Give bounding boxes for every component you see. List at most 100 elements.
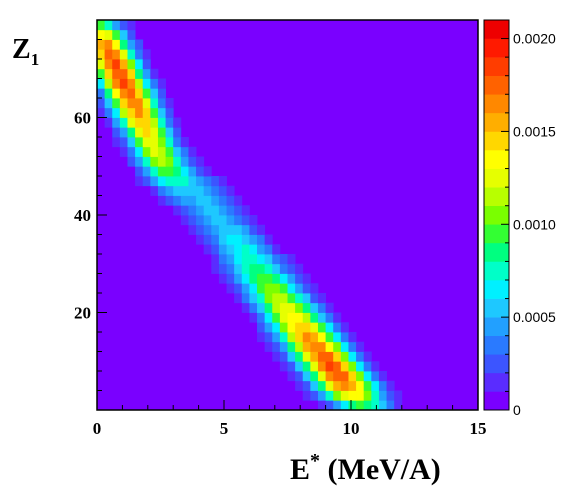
heatmap-cell — [333, 341, 342, 352]
colorbar-tick-label: 0.0010 — [513, 216, 556, 232]
heatmap-cell — [279, 322, 288, 333]
heatmap-cell — [203, 176, 212, 187]
heatmap-cell — [226, 234, 235, 245]
heatmap-cell — [97, 29, 106, 40]
heatmap-cell — [211, 195, 220, 206]
heatmap-cell — [264, 302, 273, 313]
y-tick-label: 40 — [74, 206, 91, 225]
heatmap-cell — [218, 185, 227, 196]
heatmap-cell — [180, 156, 189, 167]
x-axis-title: E* (MeV/A) — [290, 450, 441, 486]
heatmap-cell — [348, 332, 357, 343]
heatmap-cell — [356, 371, 365, 382]
heatmap-cell — [127, 117, 136, 128]
heatmap-cell — [150, 127, 159, 138]
colorbar-segment — [484, 224, 509, 244]
heatmap-cell — [211, 254, 220, 265]
heatmap-cell — [363, 361, 372, 372]
heatmap-cell — [317, 332, 326, 343]
heatmap-cell — [112, 20, 121, 31]
heatmap-cell — [325, 332, 334, 343]
heatmap-cell — [196, 176, 205, 187]
heatmap-cell — [333, 380, 342, 391]
heatmap-cell — [97, 20, 106, 31]
heatmap-cell — [157, 146, 166, 157]
heatmap-cell — [119, 29, 128, 40]
heatmap-cell — [135, 49, 144, 60]
heatmap-cell — [188, 224, 197, 235]
heatmap-cell — [279, 351, 288, 362]
heatmap-cell — [135, 88, 144, 99]
heatmap-cell — [249, 263, 258, 274]
heatmap-cell — [317, 351, 326, 362]
heatmap-cell — [165, 117, 174, 128]
heatmap-cell — [325, 312, 334, 323]
heatmap-cell — [287, 302, 296, 313]
heatmap-cell — [257, 273, 266, 284]
heatmap-cell — [279, 254, 288, 265]
heatmap-cell — [272, 273, 281, 284]
heatmap-cell — [264, 293, 273, 304]
heatmap-cell — [127, 137, 136, 148]
heatmap-cell — [218, 205, 227, 216]
heatmap-cell — [142, 127, 151, 138]
heatmap-cell — [165, 146, 174, 157]
heatmap-cell — [165, 156, 174, 167]
heatmap-cell — [165, 185, 174, 196]
heatmap-cell — [257, 224, 266, 235]
heatmap-cell — [249, 224, 258, 235]
heatmap-cell — [287, 293, 296, 304]
heatmap-cell — [104, 107, 113, 118]
heatmap-cell — [112, 137, 121, 148]
heatmap-cell — [119, 59, 128, 70]
y-axis-title-main: Z — [12, 34, 31, 65]
heatmap-cell — [249, 283, 258, 294]
heatmap-cell — [150, 117, 159, 128]
heatmap-cell — [180, 176, 189, 187]
heatmap-cell — [104, 98, 113, 109]
heatmap-cell — [226, 195, 235, 206]
heatmap-cell — [302, 312, 311, 323]
heatmap-cell — [310, 293, 319, 304]
heatmap-cell — [234, 244, 243, 255]
heatmap-cell — [386, 400, 395, 411]
heatmap-cell — [218, 224, 227, 235]
heatmap-cell — [272, 263, 281, 274]
colorbar-segment — [484, 372, 509, 392]
heatmap-cell — [272, 302, 281, 313]
heatmap-cell — [150, 68, 159, 79]
heatmap-cell — [112, 88, 121, 99]
colorbar-tick-label: 0.0020 — [513, 31, 556, 47]
heatmap-cell — [310, 361, 319, 372]
heatmap-cell — [135, 137, 144, 148]
heatmap-cell — [317, 322, 326, 333]
heatmap-cell — [257, 234, 266, 245]
heatmap-cell — [127, 98, 136, 109]
heatmap-cell — [157, 156, 166, 167]
heatmap-cell — [340, 341, 349, 352]
heatmap-cell — [241, 215, 250, 226]
heatmap-cell — [234, 205, 243, 216]
heatmap-cell — [241, 302, 250, 313]
heatmap-cell — [264, 273, 273, 284]
heatmap-cell — [203, 205, 212, 216]
heatmap-cell — [218, 254, 227, 265]
heatmap-cell — [119, 107, 128, 118]
heatmap-cell — [119, 68, 128, 79]
heatmap-cell — [257, 312, 266, 323]
heatmap-cell — [241, 234, 250, 245]
colorbar-segment — [484, 261, 509, 281]
heatmap-cell — [287, 341, 296, 352]
heatmap-cell — [150, 107, 159, 118]
heatmap-cell — [279, 332, 288, 343]
heatmap-cell — [356, 400, 365, 411]
heatmap-cell — [287, 283, 296, 294]
colorbar-segment — [484, 131, 509, 151]
heatmap-cell — [127, 146, 136, 157]
heatmap-cell — [226, 263, 235, 274]
heatmap-cell — [295, 312, 304, 323]
colorbar-segment — [484, 57, 509, 77]
heatmap-cell — [150, 78, 159, 89]
heatmap-cell — [272, 283, 281, 294]
heatmap-cell — [112, 107, 121, 118]
